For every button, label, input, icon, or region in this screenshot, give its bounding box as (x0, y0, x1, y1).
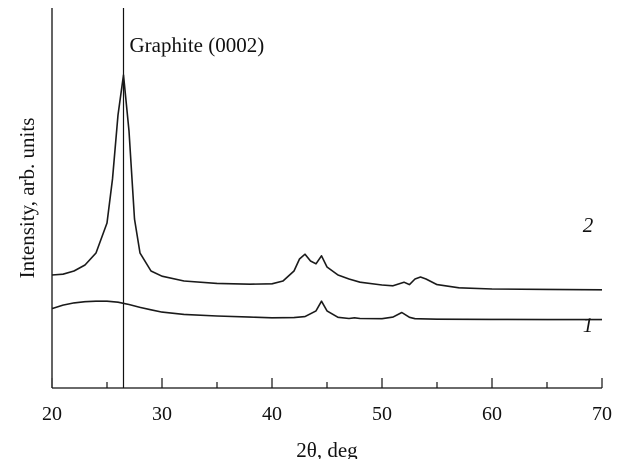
graphite-annotation: Graphite (0002) (130, 33, 265, 57)
series-1-label: 1 (583, 313, 594, 337)
x-tick-label: 30 (152, 403, 172, 425)
series-2-label: 2 (583, 213, 594, 237)
x-tick-labels: 20 30 40 50 60 70 (42, 403, 612, 425)
series-labels: 12 (583, 213, 594, 337)
series-2-line (51, 74, 603, 291)
x-axis-label: 2θ, deg (296, 438, 358, 459)
x-tick-label: 40 (262, 403, 282, 425)
series-curves (51, 74, 603, 321)
x-tick-label: 70 (592, 403, 612, 425)
y-axis-label: Intensity, arb. units (15, 118, 39, 279)
x-tick-label: 20 (42, 403, 62, 425)
x-tick-label: 60 (482, 403, 502, 425)
series-1-line (51, 300, 602, 321)
x-tick-label: 50 (372, 403, 392, 425)
x-ticks (51, 378, 603, 388)
